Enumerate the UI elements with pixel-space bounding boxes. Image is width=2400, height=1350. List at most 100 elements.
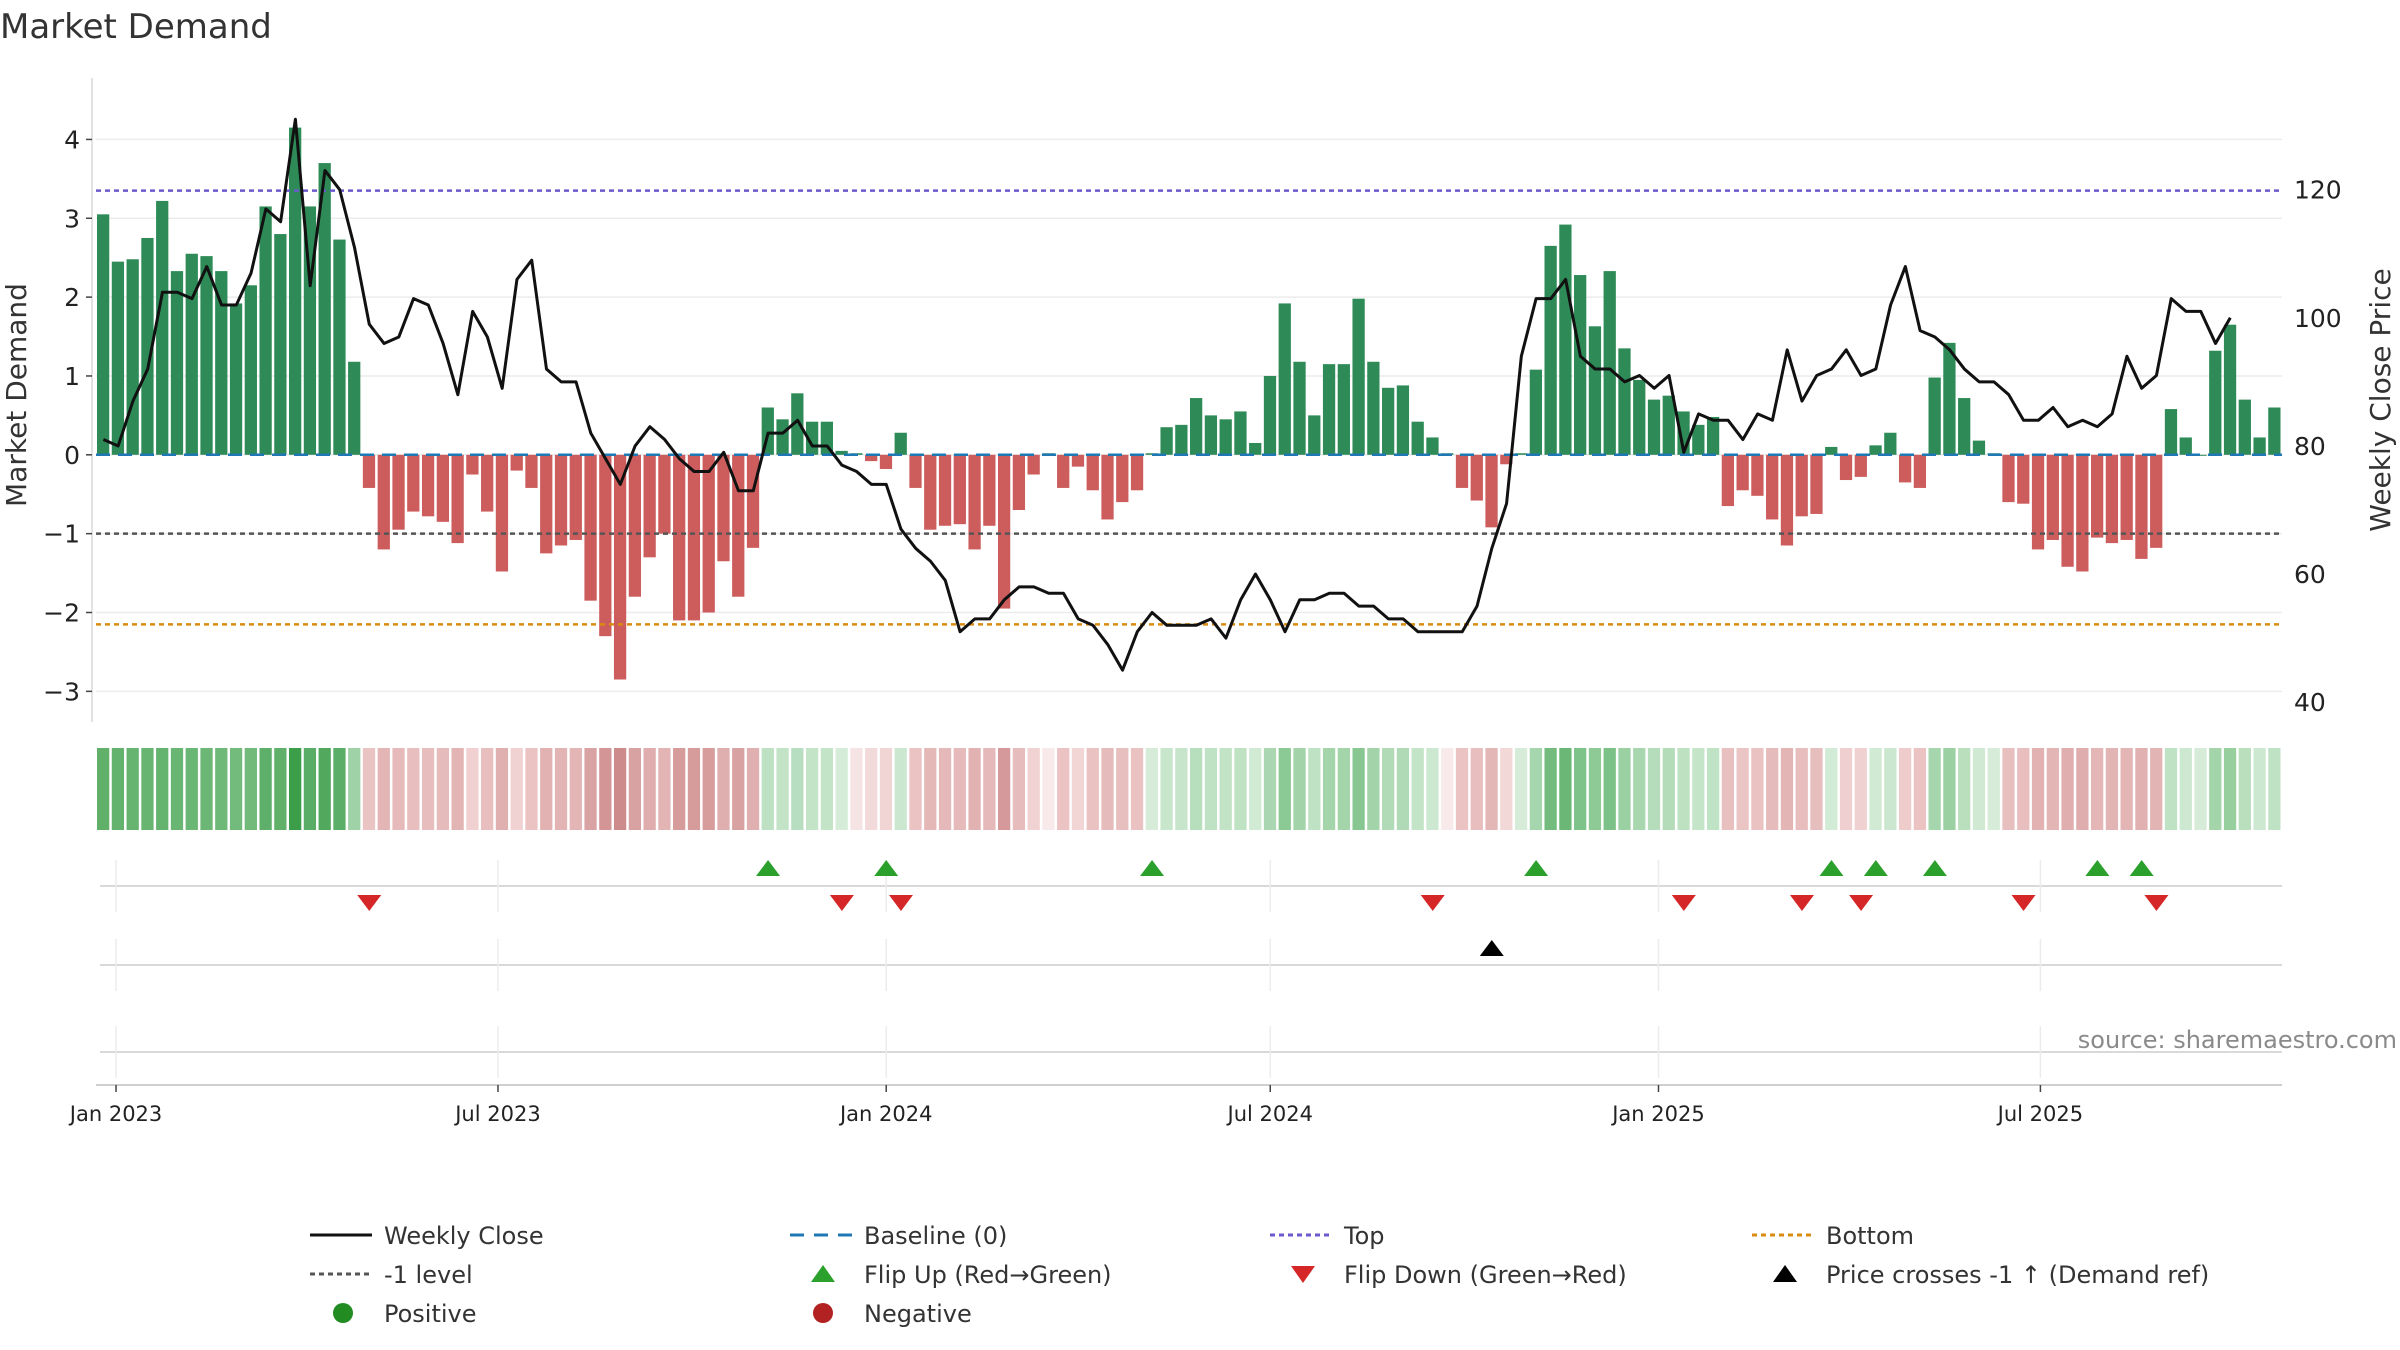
strip-cell: [1618, 748, 1631, 830]
demand-bar: [1972, 440, 1986, 455]
legend-label: Flip Down (Green→Red): [1344, 1261, 1627, 1289]
strip-cell: [2150, 748, 2163, 830]
demand-bar: [333, 239, 346, 455]
demand-bar: [1514, 453, 1528, 455]
strip-cell: [170, 748, 184, 830]
strip-cell: [2238, 748, 2251, 830]
demand-bar: [924, 454, 937, 530]
strip-cell: [1913, 748, 1927, 830]
demand-bar: [2031, 454, 2045, 550]
demand-bar: [1337, 364, 1350, 455]
demand-bar: [1706, 416, 1720, 455]
demand-bar: [1071, 454, 1085, 467]
strip-cell: [1352, 748, 1365, 830]
demand-color-strip: [97, 748, 2281, 830]
strip-cell: [702, 748, 715, 830]
demand-bar: [1854, 454, 1867, 477]
demand-bar: [2105, 454, 2119, 544]
strip-cell: [1780, 748, 1794, 830]
x-tick-label: Jul 2023: [453, 1102, 540, 1126]
strip-cell: [1470, 748, 1483, 830]
strip-cell: [1588, 748, 1602, 830]
strip-cell: [1928, 748, 1941, 830]
strip-cell: [909, 748, 922, 830]
demand-bar: [185, 253, 198, 455]
demand-bar: [2120, 454, 2133, 540]
strip-cell: [1972, 748, 1986, 830]
y-tick-label: −2: [43, 599, 80, 628]
demand-bar: [1500, 454, 1513, 465]
strip-cell: [1382, 748, 1395, 830]
demand-bar: [1780, 454, 1794, 546]
legend-label: -1 level: [384, 1261, 473, 1289]
strip-cell: [776, 748, 789, 830]
strip-cell: [126, 748, 139, 830]
flip-up-marker: [1140, 860, 1165, 876]
strip-cell: [2061, 748, 2074, 830]
strip-cell: [141, 748, 154, 830]
strip-cell: [2209, 748, 2222, 830]
demand-bar: [244, 285, 257, 455]
demand-bar: [1470, 454, 1483, 501]
demand-bars: [97, 127, 2281, 680]
y-tick-label: 0: [64, 441, 80, 470]
strip-cell: [1884, 748, 1897, 830]
demand-bar: [97, 214, 110, 455]
demand-bar: [2090, 454, 2104, 538]
strip-cell: [2076, 748, 2089, 830]
demand-bar: [1027, 454, 1040, 475]
demand-bar: [2253, 437, 2266, 455]
demand-bar: [436, 454, 449, 522]
strip-cell: [2017, 748, 2030, 830]
strip-cell: [1677, 748, 1690, 830]
demand-bar: [1352, 298, 1365, 455]
strip-cell: [2120, 748, 2133, 830]
demand-bar: [2076, 454, 2089, 572]
strip-cell: [1692, 748, 1705, 830]
strip-cell: [1249, 748, 1262, 830]
demand-bar: [628, 454, 641, 597]
demand-bar: [1396, 385, 1410, 455]
strip-cell: [1514, 748, 1528, 830]
flip-up-marker: [2129, 860, 2154, 876]
legend-label: Positive: [384, 1300, 477, 1328]
strip-cell: [1603, 748, 1616, 830]
demand-bar: [2002, 454, 2015, 503]
demand-bar: [673, 454, 686, 621]
strip-cell: [1441, 748, 1454, 830]
strip-cell: [584, 748, 597, 830]
demand-bar: [865, 454, 878, 462]
strip-cell: [481, 748, 494, 830]
y-axis-ticks: 4 3 2 1 0 −1 −2 −3: [43, 125, 92, 706]
demand-bar: [968, 454, 981, 550]
strip-cell: [1943, 748, 1956, 830]
flip-down-marker: [2011, 895, 2036, 911]
strip-cell: [229, 748, 243, 830]
strip-cell: [1012, 748, 1026, 830]
flip-down-marker: [1671, 895, 1696, 911]
demand-bar: [2150, 454, 2163, 548]
strip-cell: [894, 748, 907, 830]
strip-cell: [436, 748, 449, 830]
strip-cell: [879, 748, 893, 830]
strip-cell: [244, 748, 257, 830]
strip-cell: [1057, 748, 1070, 830]
price-cross-marker: [1479, 940, 1504, 956]
demand-bar: [1766, 454, 1779, 520]
demand-bar: [1736, 454, 1749, 491]
strip-cell: [1293, 748, 1306, 830]
x-tick-label: Jan 2025: [1610, 1102, 1705, 1126]
demand-bar: [1116, 454, 1129, 503]
y-axis-label: Market Demand: [0, 283, 33, 507]
strip-cell: [1130, 748, 1144, 830]
legend-item: Flip Down (Green→Red): [1291, 1261, 1627, 1289]
demand-bar: [1308, 415, 1321, 455]
demand-bar: [1913, 454, 1927, 488]
demand-bar: [1559, 224, 1572, 455]
legend-item: Flip Up (Red→Green): [811, 1261, 1112, 1289]
strip-cell: [1500, 748, 1513, 830]
demand-bar: [1263, 375, 1277, 455]
x-tick-label: Jan 2023: [68, 1102, 163, 1126]
demand-bar: [510, 454, 523, 471]
